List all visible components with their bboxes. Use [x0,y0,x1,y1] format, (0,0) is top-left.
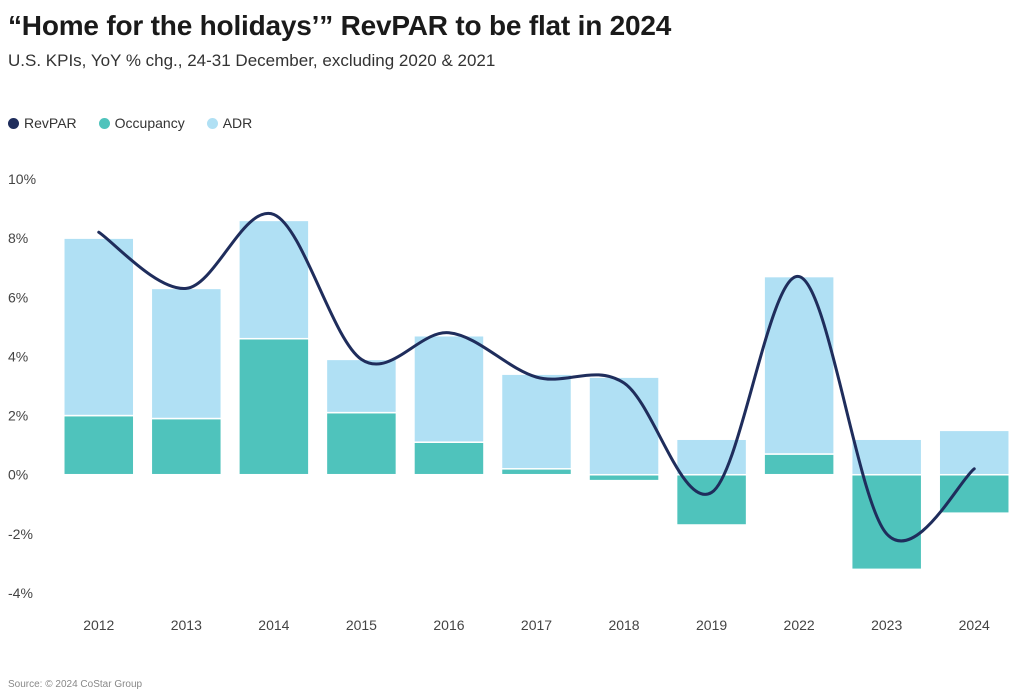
x-tick-label: 2024 [959,617,990,633]
legend-swatch-revpar [8,117,19,129]
bar-occupancy-2014 [238,337,310,476]
bar-occupancy-2012 [63,414,135,476]
y-tick-label: -2% [8,526,33,542]
revpar-line [97,211,976,543]
y-tick-label: 2% [8,408,28,424]
bar-occupancy-2015 [325,411,398,476]
bar-adr-2023 [850,438,923,476]
bar-adr-2012 [63,237,135,417]
bar-occupancy-2022 [763,453,835,476]
bar-occupancy-2017 [500,468,573,476]
bar-adr-2016 [413,334,485,443]
y-tick-label: 0% [8,467,28,483]
y-tick-label: 8% [8,230,28,246]
x-tick-label: 2023 [871,617,902,633]
chart-legend: RevPAR Occupancy ADR [8,115,274,131]
legend-swatch-occupancy [98,117,110,129]
x-tick-label: 2013 [171,617,202,633]
y-tick-label: 6% [8,289,28,305]
legend-label-adr: ADR [222,115,253,131]
bar-adr-2015 [325,358,398,414]
x-tick-label: 2015 [346,617,377,633]
x-tick-label: 2014 [258,617,289,633]
bar-adr-2019 [675,438,748,476]
bar-adr-2018 [588,376,660,476]
chart-title: “Home for the holidays’” RevPAR to be fl… [8,10,672,41]
x-tick-label: 2022 [784,617,815,633]
bar-occupancy-2013 [150,417,223,476]
bar-adr-2014 [238,219,310,340]
chart-subtitle: U.S. KPIs, YoY % chg., 24-31 December, e… [8,51,496,70]
bar-occupancy-2023 [850,473,923,571]
bar-adr-2017 [500,373,573,470]
y-tick-label: -4% [8,585,33,601]
bar-adr-2022 [763,275,835,455]
legend-swatch-adr [206,117,218,129]
x-tick-label: 2018 [608,617,639,633]
y-tick-label: 4% [8,348,28,364]
legend-item-revpar: RevPAR [8,115,77,131]
legend-label-occupancy: Occupancy [114,115,185,131]
bar-occupancy-2019 [675,473,748,526]
legend-item-adr: ADR [206,115,253,131]
x-tick-label: 2012 [83,617,114,633]
legend-item-occupancy: Occupancy [98,115,185,131]
y-tick-label: 10% [8,171,36,187]
x-tick-label: 2019 [696,617,727,633]
bar-adr-2013 [150,287,223,420]
source-note: Source: © 2024 CoStar Group [8,679,143,690]
bar-occupancy-2018 [588,473,660,482]
legend-label-revpar: RevPAR [24,115,77,131]
bar-occupancy-2024 [938,473,1010,514]
x-tick-label: 2017 [521,617,552,633]
x-tick-label: 2016 [433,617,464,633]
bar-occupancy-2016 [413,441,485,476]
